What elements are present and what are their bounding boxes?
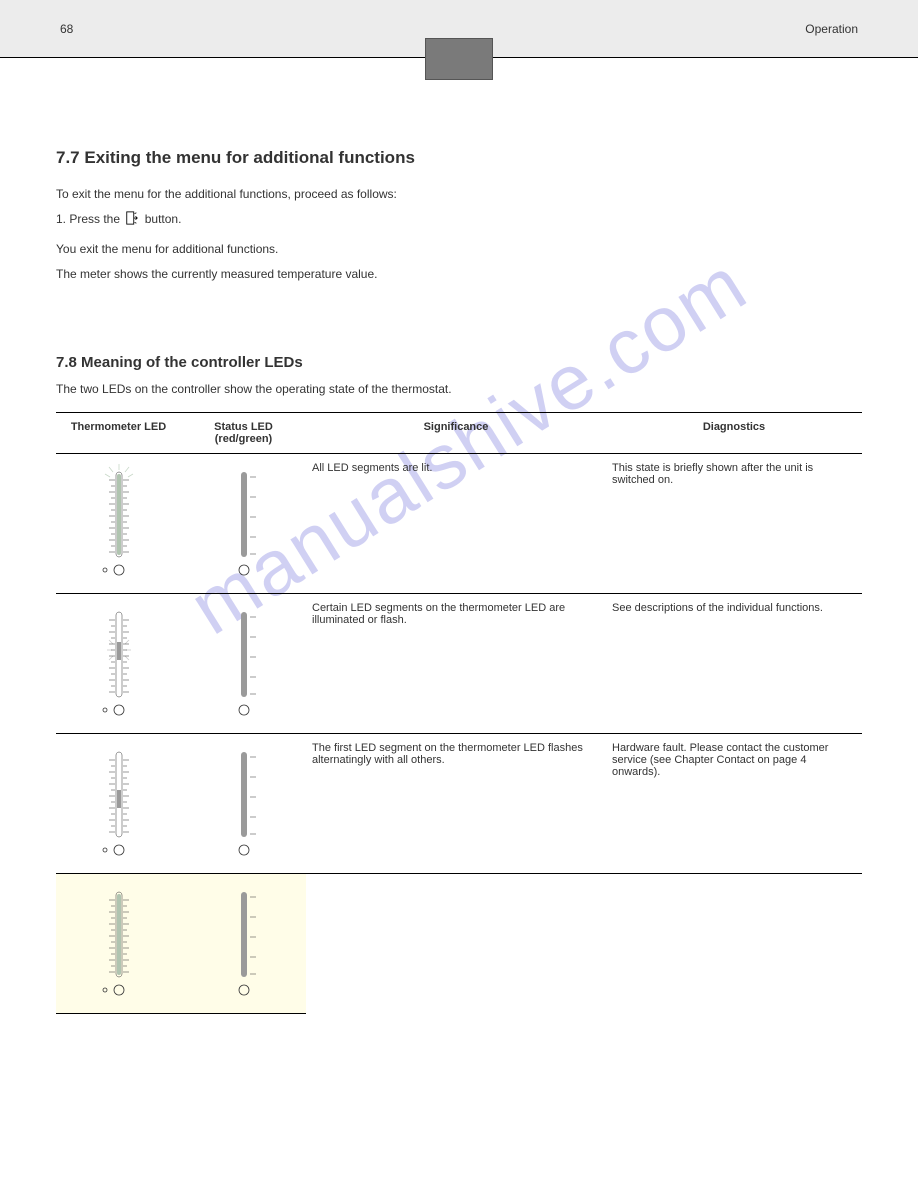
led-table: Thermometer LED Status LED (red/green) S… (56, 412, 862, 1014)
cell-diag-1: This state is briefly shown after the un… (606, 453, 862, 593)
table-row: The first LED segment on the thermometer… (56, 733, 862, 873)
intro-text-1: To exit the menu for the additional func… (56, 186, 862, 203)
th-significance: Significance (306, 412, 606, 453)
page-number: 68 (60, 22, 73, 36)
page-header: 68 Operation (0, 0, 918, 58)
page-content: 7.7 Exiting the menu for additional func… (0, 58, 918, 1014)
exit-icon (125, 211, 139, 225)
step-1-suffix: button. (145, 212, 182, 226)
thermometer-icon-full-rays (89, 462, 149, 582)
section-title-exit-menu: 7.7 Exiting the menu for additional func… (56, 148, 862, 168)
th-diagnostics: Diagnostics (606, 412, 862, 453)
cell-status-2 (181, 593, 306, 733)
thermometer-icon-mid-rays (89, 602, 149, 722)
result-1: You exit the menu for additional functio… (56, 241, 862, 258)
th-status: Status LED (red/green) (181, 412, 306, 453)
cell-status-1 (181, 453, 306, 593)
cell-therm-2 (56, 593, 181, 733)
status-led-icon-full (214, 602, 274, 722)
cell-therm-3 (56, 733, 181, 873)
status-led-icon-full (214, 742, 274, 862)
table-row: All LED segments are lit. This state is … (56, 453, 862, 593)
cell-sig-1: All LED segments are lit. (306, 453, 606, 593)
status-led-icon-full (214, 462, 274, 582)
cell-sig-3: The first LED segment on the thermometer… (306, 733, 606, 873)
step-1: 1. Press the button. (56, 211, 862, 228)
thermometer-icon-full (89, 882, 149, 1002)
step-1-prefix: 1. Press the (56, 212, 123, 226)
thermometer-icon-mid (89, 742, 149, 862)
cell-diag-2: See descriptions of the individual funct… (606, 593, 862, 733)
cell-status-3 (181, 733, 306, 873)
cell-status-4 (181, 873, 306, 1013)
table-header-row: Thermometer LED Status LED (red/green) S… (56, 412, 862, 453)
table-row: Certain LED segments on the thermometer … (56, 593, 862, 733)
section-title-led: 7.8 Meaning of the controller LEDs (56, 354, 862, 371)
cell-sig-2: Certain LED segments on the thermometer … (306, 593, 606, 733)
page-section-label: Operation (805, 22, 858, 36)
status-led-icon-full (214, 882, 274, 1002)
result-2: The meter shows the currently measured t… (56, 266, 862, 283)
cell-therm-1 (56, 453, 181, 593)
table-row (56, 873, 862, 1013)
th-thermometer: Thermometer LED (56, 412, 181, 453)
intro-text-2: The two LEDs on the controller show the … (56, 381, 862, 398)
cell-diag-3: Hardware fault. Please contact the custo… (606, 733, 862, 873)
cell-merged-4 (306, 873, 862, 1013)
cell-therm-4 (56, 873, 181, 1013)
